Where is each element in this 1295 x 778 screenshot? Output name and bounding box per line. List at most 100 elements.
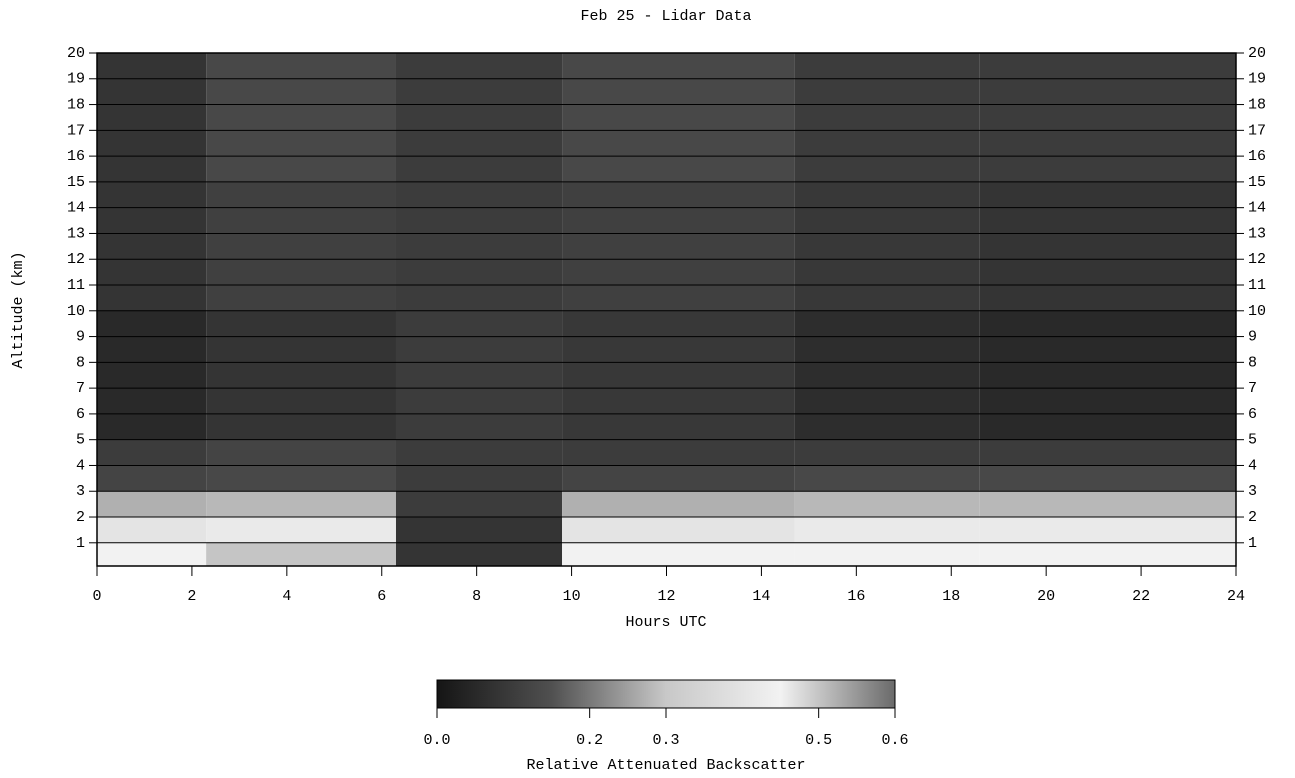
x-tick-label: 16 — [847, 588, 865, 605]
x-tick-label: 8 — [472, 588, 481, 605]
x-tick-label: 18 — [942, 588, 960, 605]
y2-tick-label: 7 — [1248, 380, 1257, 397]
heatmap-cell — [794, 439, 980, 466]
heatmap-cell — [562, 542, 795, 566]
colorbar-tick-label: 0.0 — [423, 732, 450, 749]
heatmap-cell — [395, 181, 563, 311]
y2-tick-label: 19 — [1248, 71, 1266, 88]
y2-tick-label: 12 — [1248, 251, 1266, 268]
heatmap-cell — [206, 542, 396, 566]
y-tick-label: 9 — [76, 329, 85, 346]
y-tick-label: 6 — [76, 406, 85, 423]
plot-frame — [96, 52, 1237, 567]
y-tick-label: 17 — [67, 122, 85, 139]
y-tick-label: 18 — [67, 97, 85, 114]
colorbar-tick-label: 0.6 — [881, 732, 908, 749]
y2-tick-label: 3 — [1248, 483, 1257, 500]
y-tick-label: 20 — [67, 45, 85, 62]
y-tick-label: 19 — [67, 71, 85, 88]
heatmap-cell — [979, 53, 1236, 182]
colorbar-tick-label: 0.5 — [805, 732, 832, 749]
y-tick-label: 16 — [67, 148, 85, 165]
heatmap-cell — [794, 181, 980, 311]
y-tick-label: 2 — [76, 509, 85, 526]
heatmap-cell — [395, 517, 563, 543]
heatmap-cell — [562, 439, 795, 466]
heatmap-cell — [206, 465, 396, 492]
x-tick-label: 6 — [377, 588, 386, 605]
heatmap-cell — [794, 465, 980, 492]
heatmap-cell — [794, 53, 980, 182]
y-tick-label: 7 — [76, 380, 85, 397]
heatmap-cell — [395, 465, 563, 492]
heatmap-cell — [97, 542, 207, 566]
heatmap-cell — [395, 53, 563, 182]
y-axis-label: Altitude (km) — [10, 251, 27, 368]
y-tick-label: 4 — [76, 457, 85, 474]
y2-tick-label: 17 — [1248, 122, 1266, 139]
y2-tick-label: 14 — [1248, 200, 1266, 217]
heatmap-cell — [97, 310, 207, 440]
y2-tick-label: 16 — [1248, 148, 1266, 165]
y2-tick-label: 18 — [1248, 97, 1266, 114]
y-tick-label: 1 — [76, 535, 85, 552]
heatmap-cell — [562, 181, 795, 311]
heatmap-cell — [395, 310, 563, 440]
heatmap-cell — [562, 517, 795, 543]
heatmap-cell — [979, 439, 1236, 466]
heatmap-cell — [979, 542, 1236, 566]
x-tick-label: 10 — [563, 588, 581, 605]
heatmap-cell — [97, 517, 207, 543]
colorbar — [436, 679, 896, 709]
heatmap-cell — [395, 542, 563, 566]
y-tick-label: 11 — [67, 277, 85, 294]
heatmap-cell — [794, 517, 980, 543]
y-tick-label: 3 — [76, 483, 85, 500]
heatmap-cell — [97, 491, 207, 518]
heatmap-cell — [206, 517, 396, 543]
heatmap-cell — [562, 491, 795, 518]
y2-tick-label: 5 — [1248, 432, 1257, 449]
colorbar-tick-label: 0.2 — [576, 732, 603, 749]
x-tick-label: 22 — [1132, 588, 1150, 605]
x-tick-label: 20 — [1037, 588, 1055, 605]
heatmap-cell — [562, 310, 795, 440]
heatmap-cell — [206, 53, 396, 182]
y2-tick-label: 2 — [1248, 509, 1257, 526]
heatmap-cell — [979, 181, 1236, 311]
y2-tick-label: 20 — [1248, 45, 1266, 62]
heatmap-cell — [979, 465, 1236, 492]
x-axis-label: Hours UTC — [625, 614, 706, 631]
heatmap-cell — [794, 542, 980, 566]
y2-tick-label: 6 — [1248, 406, 1257, 423]
colorbar-label: Relative Attenuated Backscatter — [526, 757, 805, 774]
heatmap-cell — [97, 439, 207, 466]
x-tick-label: 12 — [657, 588, 675, 605]
y2-tick-label: 1 — [1248, 535, 1257, 552]
x-tick-label: 24 — [1227, 588, 1245, 605]
heatmap-cell — [562, 53, 795, 182]
y2-tick-label: 10 — [1248, 303, 1266, 320]
heatmap-cell — [206, 439, 396, 466]
y2-tick-label: 13 — [1248, 225, 1266, 242]
y2-tick-label: 8 — [1248, 354, 1257, 371]
heatmap-cell — [794, 491, 980, 518]
y-tick-label: 13 — [67, 225, 85, 242]
y-tick-label: 14 — [67, 200, 85, 217]
x-tick-label: 2 — [187, 588, 196, 605]
heatmap-cell — [395, 439, 563, 466]
heatmap-cell — [97, 53, 207, 182]
x-tick-label: 0 — [92, 588, 101, 605]
heatmap-cell — [979, 491, 1236, 518]
x-tick-label: 14 — [752, 588, 770, 605]
heatmap-cell — [206, 181, 396, 311]
heatmap-cell — [979, 310, 1236, 440]
heatmap-cell — [206, 491, 396, 518]
y-tick-label: 5 — [76, 432, 85, 449]
heatmap-cell — [562, 465, 795, 492]
y2-tick-label: 4 — [1248, 457, 1257, 474]
heatmap-cell — [97, 465, 207, 492]
heatmap-cell — [206, 310, 396, 440]
